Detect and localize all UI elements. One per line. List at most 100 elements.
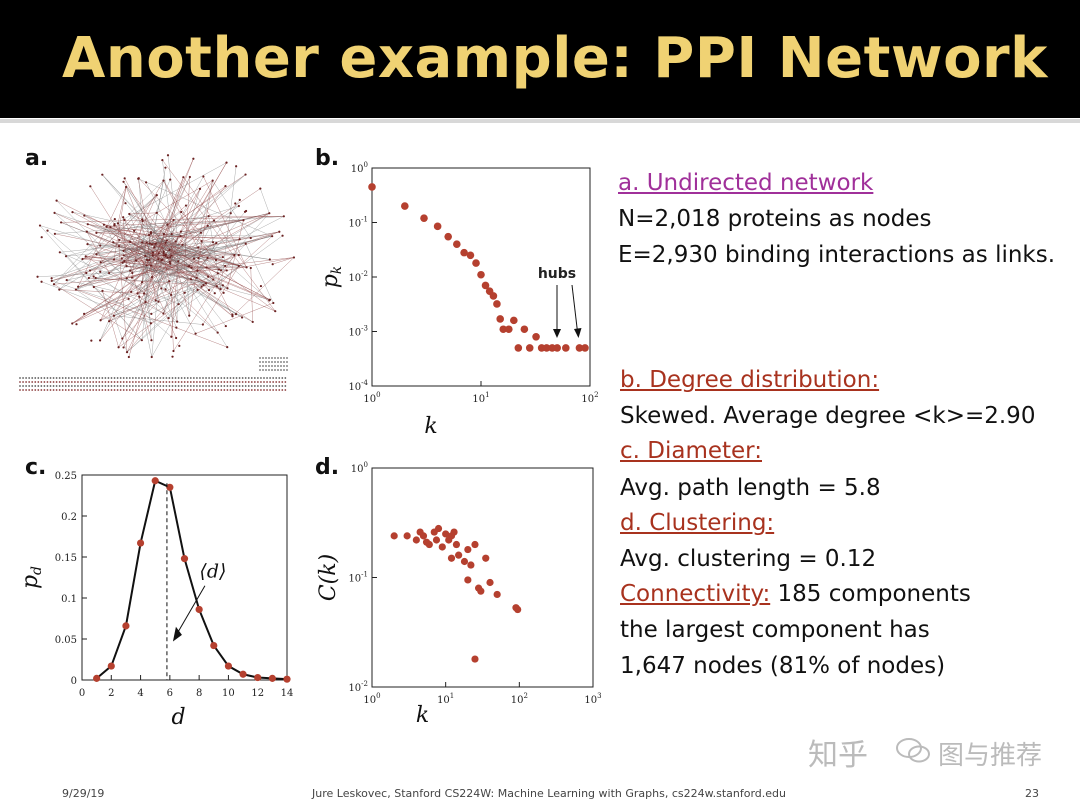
y-tick-label: 10-4 bbox=[348, 379, 368, 393]
y-tick-label: 0.05 bbox=[55, 635, 77, 646]
data-point bbox=[496, 315, 504, 323]
wechat-icon bbox=[895, 736, 931, 770]
page-number: 23 bbox=[1025, 787, 1039, 800]
edges-count-text: E=2,930 binding interactions as links. bbox=[618, 242, 1055, 268]
nodes-count-text: N=2,018 proteins as nodes bbox=[618, 206, 931, 232]
data-point bbox=[482, 555, 489, 562]
data-point bbox=[426, 541, 433, 548]
x-tick-label: 102 bbox=[511, 692, 528, 706]
plot-frame bbox=[372, 468, 593, 687]
mean-arrowhead bbox=[173, 627, 182, 642]
y-tick-label: 10-1 bbox=[348, 571, 368, 585]
title-divider bbox=[0, 119, 1080, 123]
data-point bbox=[368, 183, 376, 191]
y-tick-label: 10-1 bbox=[348, 216, 368, 230]
data-point bbox=[401, 202, 409, 210]
y-tick-label: 10-2 bbox=[348, 270, 368, 284]
data-point bbox=[225, 662, 232, 669]
data-point bbox=[455, 552, 462, 559]
ppi-network-graph bbox=[15, 140, 295, 400]
y-axis-label: pd bbox=[18, 566, 45, 589]
data-point bbox=[413, 536, 420, 543]
x-tick-label: 2 bbox=[108, 688, 114, 699]
data-point bbox=[122, 622, 129, 629]
data-point bbox=[493, 300, 501, 308]
data-point bbox=[461, 558, 468, 565]
y-tick-label: 0.1 bbox=[61, 594, 77, 605]
x-axis-label: d bbox=[171, 705, 185, 730]
x-tick-label: 100 bbox=[363, 692, 380, 706]
path-length-text: Avg. path length = 5.8 bbox=[620, 475, 881, 501]
data-point bbox=[283, 676, 290, 683]
data-point bbox=[521, 325, 529, 333]
x-tick-label: 4 bbox=[137, 688, 143, 699]
x-tick-label: 103 bbox=[584, 692, 601, 706]
data-point bbox=[510, 317, 518, 325]
footer-credit: Jure Leskovec, Stanford CS224W: Machine … bbox=[312, 787, 786, 800]
x-tick-label: 100 bbox=[363, 391, 380, 405]
y-tick-label: 10-2 bbox=[348, 680, 368, 694]
data-point bbox=[239, 671, 246, 678]
clustering-header: d. Clustering: bbox=[620, 510, 774, 536]
data-point bbox=[467, 252, 475, 260]
average-degree-text: Skewed. Average degree <k>=2.90 bbox=[620, 403, 1035, 429]
data-point bbox=[444, 233, 452, 241]
components-text: 185 components bbox=[770, 581, 971, 607]
mean-label: ⟨d⟩ bbox=[199, 561, 226, 583]
y-axis-label: pk bbox=[318, 266, 345, 289]
data-point bbox=[486, 579, 493, 586]
data-point bbox=[137, 539, 144, 546]
data-point bbox=[435, 525, 442, 532]
data-point bbox=[254, 674, 261, 681]
footer-date: 9/29/19 bbox=[62, 787, 104, 800]
data-point bbox=[464, 546, 471, 553]
data-point bbox=[494, 591, 501, 598]
data-point bbox=[152, 477, 159, 484]
x-tick-label: 12 bbox=[251, 688, 264, 699]
data-point bbox=[448, 555, 455, 562]
x-tick-label: 101 bbox=[472, 391, 489, 405]
data-point bbox=[581, 344, 589, 352]
x-tick-label: 10 bbox=[222, 688, 235, 699]
y-tick-label: 100 bbox=[351, 161, 368, 175]
data-point bbox=[453, 541, 460, 548]
x-tick-label: 14 bbox=[281, 688, 294, 699]
data-point bbox=[391, 532, 398, 539]
data-point bbox=[404, 532, 411, 539]
undirected-network-header: a. Undirected network bbox=[618, 170, 873, 196]
data-point bbox=[108, 662, 115, 669]
data-point bbox=[467, 561, 474, 568]
slide-title: Another example: PPI Network bbox=[62, 26, 1048, 91]
hubs-arrowhead-2 bbox=[574, 328, 582, 338]
title-bar: Another example: PPI Network bbox=[0, 0, 1080, 118]
data-point bbox=[196, 606, 203, 613]
avg-clustering-text: Avg. clustering = 0.12 bbox=[620, 546, 876, 572]
x-tick-label: 0 bbox=[79, 688, 85, 699]
data-point bbox=[514, 606, 521, 613]
connectivity-header: Connectivity: bbox=[620, 581, 770, 607]
x-axis-label: k bbox=[416, 703, 429, 728]
diameter-header: c. Diameter: bbox=[620, 438, 762, 464]
series-line bbox=[97, 481, 287, 679]
data-point bbox=[515, 344, 523, 352]
hubs-label: hubs bbox=[538, 266, 576, 282]
data-point bbox=[420, 532, 427, 539]
data-point bbox=[477, 588, 484, 595]
data-point bbox=[562, 344, 570, 352]
zhihu-watermark: 知乎 bbox=[808, 730, 868, 774]
x-tick-label: 102 bbox=[581, 391, 598, 405]
largest-component-text: the largest component has bbox=[620, 617, 930, 643]
x-axis-label: k bbox=[424, 414, 437, 439]
degree-distribution-header: b. Degree distribution: bbox=[620, 367, 879, 393]
hubs-arrow-2 bbox=[572, 285, 578, 336]
data-point bbox=[490, 292, 498, 300]
data-point bbox=[532, 333, 540, 341]
data-point bbox=[439, 543, 446, 550]
data-point bbox=[269, 675, 276, 682]
plot-frame bbox=[82, 475, 287, 680]
data-point bbox=[472, 259, 480, 267]
y-tick-label: 0.15 bbox=[55, 553, 77, 564]
y-tick-label: 0 bbox=[71, 676, 77, 687]
